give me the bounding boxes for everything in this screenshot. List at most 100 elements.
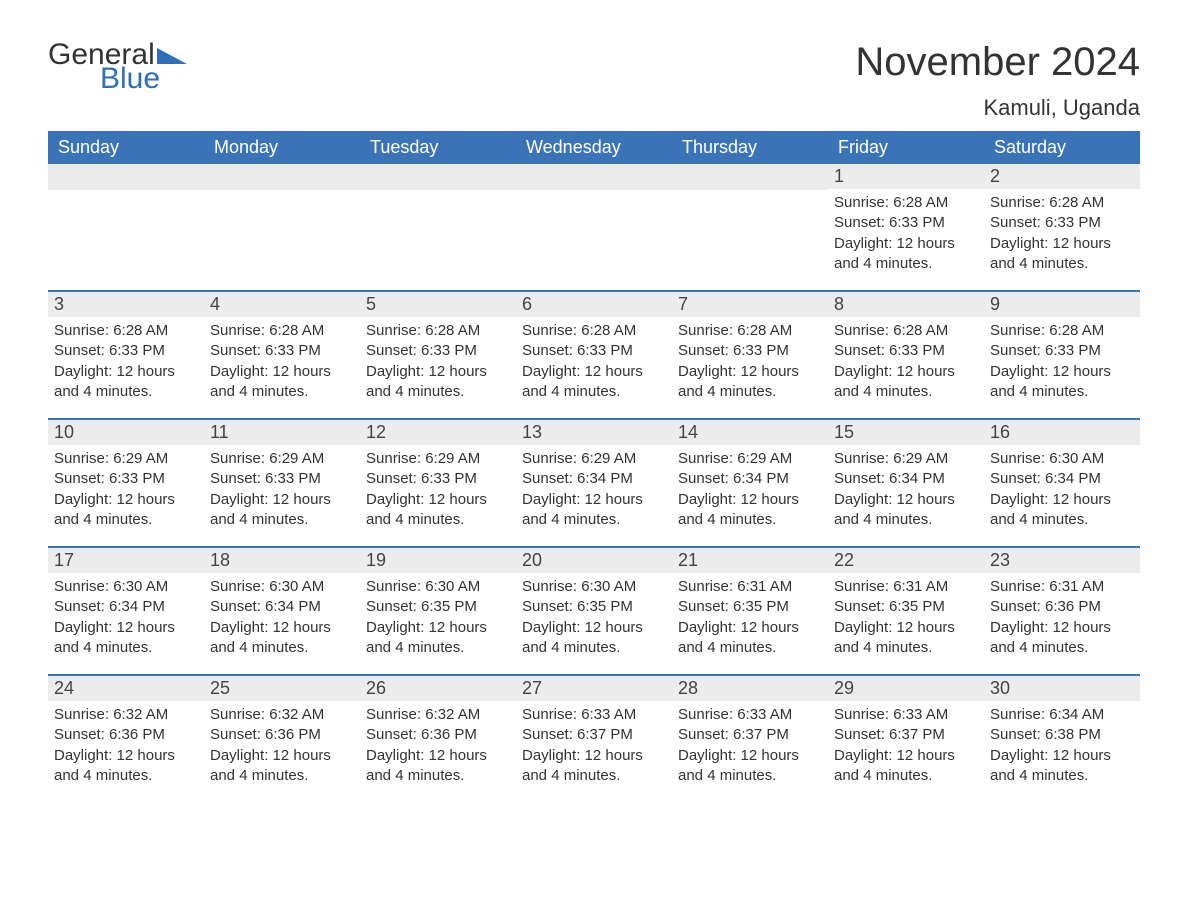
day-details: Sunrise: 6:31 AMSunset: 6:36 PMDaylight:… [984,573,1140,668]
calendar-cell: 3Sunrise: 6:28 AMSunset: 6:33 PMDaylight… [48,292,204,412]
sunset-text: Sunset: 6:33 PM [366,341,510,361]
day-number [204,164,360,190]
day-number: 4 [204,292,360,317]
sunrise-text: Sunrise: 6:29 AM [678,449,822,469]
day-details: Sunrise: 6:32 AMSunset: 6:36 PMDaylight:… [360,701,516,796]
calendar-cell: 16Sunrise: 6:30 AMSunset: 6:34 PMDayligh… [984,420,1140,540]
sunrise-text: Sunrise: 6:32 AM [54,705,198,725]
sunset-text: Sunset: 6:34 PM [990,469,1134,489]
calendar-cell: 13Sunrise: 6:29 AMSunset: 6:34 PMDayligh… [516,420,672,540]
calendar-cell: 29Sunrise: 6:33 AMSunset: 6:37 PMDayligh… [828,676,984,796]
day-number: 12 [360,420,516,445]
day-number: 5 [360,292,516,317]
day-number: 1 [828,164,984,189]
page-header: General Blue November 2024 Kamuli, Ugand… [48,40,1140,121]
daylight-text: Daylight: 12 hours and 4 minutes. [210,746,354,787]
calendar-cell: 5Sunrise: 6:28 AMSunset: 6:33 PMDaylight… [360,292,516,412]
day-details: Sunrise: 6:29 AMSunset: 6:34 PMDaylight:… [828,445,984,540]
sunset-text: Sunset: 6:37 PM [834,725,978,745]
daylight-text: Daylight: 12 hours and 4 minutes. [54,362,198,403]
sunrise-text: Sunrise: 6:30 AM [210,577,354,597]
day-number [48,164,204,190]
sunset-text: Sunset: 6:37 PM [678,725,822,745]
calendar-cell: 28Sunrise: 6:33 AMSunset: 6:37 PMDayligh… [672,676,828,796]
day-details: Sunrise: 6:32 AMSunset: 6:36 PMDaylight:… [204,701,360,796]
sunset-text: Sunset: 6:33 PM [522,341,666,361]
sunrise-text: Sunrise: 6:29 AM [54,449,198,469]
daylight-text: Daylight: 12 hours and 4 minutes. [210,490,354,531]
day-details: Sunrise: 6:28 AMSunset: 6:33 PMDaylight:… [984,189,1140,284]
daylight-text: Daylight: 12 hours and 4 minutes. [366,490,510,531]
sunset-text: Sunset: 6:33 PM [210,469,354,489]
sunrise-text: Sunrise: 6:28 AM [990,321,1134,341]
sunset-text: Sunset: 6:33 PM [54,469,198,489]
calendar-cell: 7Sunrise: 6:28 AMSunset: 6:33 PMDaylight… [672,292,828,412]
daylight-text: Daylight: 12 hours and 4 minutes. [54,746,198,787]
calendar-week: 24Sunrise: 6:32 AMSunset: 6:36 PMDayligh… [48,674,1140,796]
sunrise-text: Sunrise: 6:30 AM [522,577,666,597]
day-number [516,164,672,190]
day-number: 19 [360,548,516,573]
daylight-text: Daylight: 12 hours and 4 minutes. [990,746,1134,787]
sunset-text: Sunset: 6:33 PM [990,213,1134,233]
day-number: 3 [48,292,204,317]
day-details: Sunrise: 6:33 AMSunset: 6:37 PMDaylight:… [672,701,828,796]
day-details: Sunrise: 6:30 AMSunset: 6:34 PMDaylight:… [48,573,204,668]
day-number: 23 [984,548,1140,573]
sunrise-text: Sunrise: 6:28 AM [834,321,978,341]
daylight-text: Daylight: 12 hours and 4 minutes. [834,746,978,787]
day-number: 17 [48,548,204,573]
sunrise-text: Sunrise: 6:28 AM [990,193,1134,213]
calendar-cell: 17Sunrise: 6:30 AMSunset: 6:34 PMDayligh… [48,548,204,668]
calendar-cell: 2Sunrise: 6:28 AMSunset: 6:33 PMDaylight… [984,164,1140,284]
calendar-cell [360,164,516,284]
day-header-sun: Sunday [48,131,204,164]
day-number: 11 [204,420,360,445]
sunrise-text: Sunrise: 6:33 AM [678,705,822,725]
calendar-cell: 20Sunrise: 6:30 AMSunset: 6:35 PMDayligh… [516,548,672,668]
calendar-cell: 4Sunrise: 6:28 AMSunset: 6:33 PMDaylight… [204,292,360,412]
day-number: 22 [828,548,984,573]
sunrise-text: Sunrise: 6:28 AM [210,321,354,341]
day-header-row: Sunday Monday Tuesday Wednesday Thursday… [48,131,1140,164]
day-details: Sunrise: 6:28 AMSunset: 6:33 PMDaylight:… [828,189,984,284]
calendar-cell [672,164,828,284]
day-details: Sunrise: 6:30 AMSunset: 6:35 PMDaylight:… [360,573,516,668]
sunrise-text: Sunrise: 6:32 AM [366,705,510,725]
daylight-text: Daylight: 12 hours and 4 minutes. [366,746,510,787]
calendar-week: 17Sunrise: 6:30 AMSunset: 6:34 PMDayligh… [48,546,1140,668]
daylight-text: Daylight: 12 hours and 4 minutes. [366,362,510,403]
day-details: Sunrise: 6:30 AMSunset: 6:34 PMDaylight:… [984,445,1140,540]
sunrise-text: Sunrise: 6:31 AM [834,577,978,597]
daylight-text: Daylight: 12 hours and 4 minutes. [678,618,822,659]
daylight-text: Daylight: 12 hours and 4 minutes. [522,618,666,659]
daylight-text: Daylight: 12 hours and 4 minutes. [54,618,198,659]
calendar-cell: 27Sunrise: 6:33 AMSunset: 6:37 PMDayligh… [516,676,672,796]
sunset-text: Sunset: 6:35 PM [678,597,822,617]
daylight-text: Daylight: 12 hours and 4 minutes. [990,362,1134,403]
day-number: 13 [516,420,672,445]
sunrise-text: Sunrise: 6:30 AM [990,449,1134,469]
calendar-cell: 11Sunrise: 6:29 AMSunset: 6:33 PMDayligh… [204,420,360,540]
sunset-text: Sunset: 6:34 PM [834,469,978,489]
calendar-cell: 26Sunrise: 6:32 AMSunset: 6:36 PMDayligh… [360,676,516,796]
day-details: Sunrise: 6:28 AMSunset: 6:33 PMDaylight:… [984,317,1140,412]
logo: General Blue [48,40,187,94]
daylight-text: Daylight: 12 hours and 4 minutes. [834,362,978,403]
sunset-text: Sunset: 6:35 PM [834,597,978,617]
day-number: 24 [48,676,204,701]
sunset-text: Sunset: 6:33 PM [54,341,198,361]
day-number: 14 [672,420,828,445]
day-number: 6 [516,292,672,317]
day-number: 18 [204,548,360,573]
daylight-text: Daylight: 12 hours and 4 minutes. [990,618,1134,659]
daylight-text: Daylight: 12 hours and 4 minutes. [678,362,822,403]
day-number: 25 [204,676,360,701]
sunset-text: Sunset: 6:36 PM [54,725,198,745]
daylight-text: Daylight: 12 hours and 4 minutes. [990,234,1134,275]
sunrise-text: Sunrise: 6:30 AM [54,577,198,597]
day-details: Sunrise: 6:29 AMSunset: 6:33 PMDaylight:… [204,445,360,540]
daylight-text: Daylight: 12 hours and 4 minutes. [990,490,1134,531]
daylight-text: Daylight: 12 hours and 4 minutes. [522,490,666,531]
day-number: 20 [516,548,672,573]
